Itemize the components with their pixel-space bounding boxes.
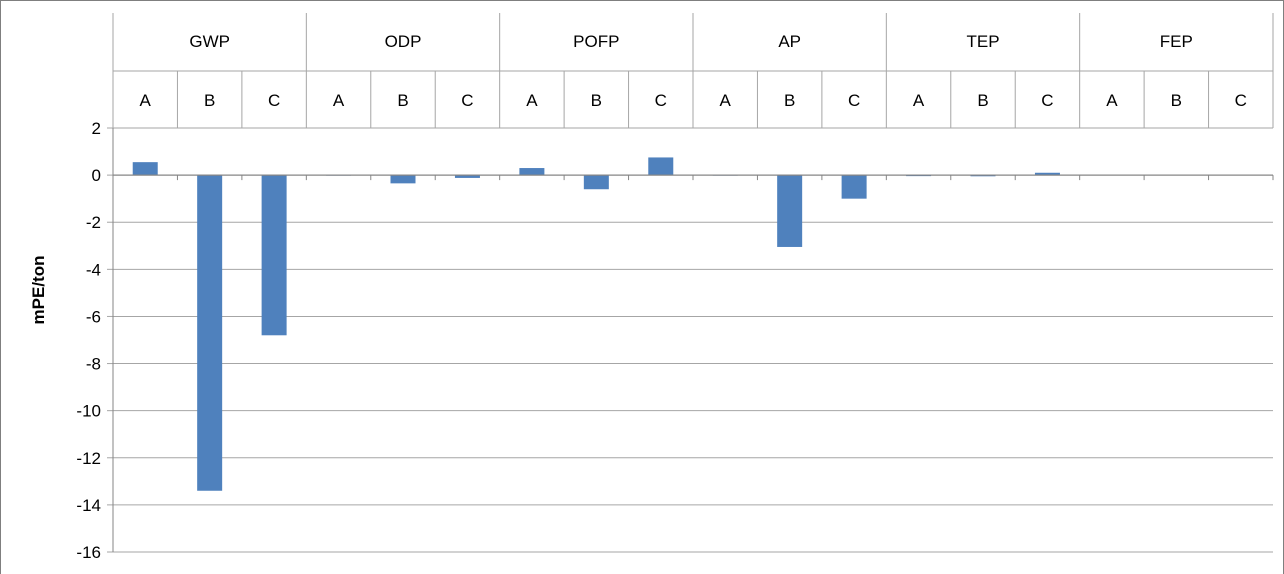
y-tick-label: -2 xyxy=(86,213,101,232)
bar xyxy=(777,175,803,247)
y-tick-label: -14 xyxy=(76,496,101,515)
y-tick-label: 0 xyxy=(92,166,101,185)
y-tick-label: 2 xyxy=(92,119,101,138)
bars xyxy=(132,157,1060,491)
y-axis-title: mPE/ton xyxy=(29,256,48,325)
bar xyxy=(197,175,223,491)
y-tick-label: -10 xyxy=(76,402,101,421)
subcategory-label: B xyxy=(397,91,408,110)
subcategory-label: C xyxy=(655,91,667,110)
bar xyxy=(261,175,287,336)
subcategory-label: A xyxy=(333,91,345,110)
gridlines xyxy=(113,127,1273,553)
y-tick-label: -8 xyxy=(86,355,101,374)
bar xyxy=(1034,172,1060,176)
bar xyxy=(454,175,480,178)
y-tick-label: -16 xyxy=(76,543,101,562)
subcategory-label: C xyxy=(461,91,473,110)
y-tick-label: -6 xyxy=(86,307,101,326)
subcategory-label: C xyxy=(1235,91,1247,110)
bar xyxy=(841,175,867,199)
group-label: ODP xyxy=(385,32,422,51)
subcategory-label: C xyxy=(848,91,860,110)
bar xyxy=(648,157,674,176)
subcategory-label: B xyxy=(784,91,795,110)
group-label: GWP xyxy=(189,32,230,51)
subcategory-label: A xyxy=(1106,91,1118,110)
subcategory-label: B xyxy=(591,91,602,110)
axes xyxy=(107,127,1274,553)
group-label: TEP xyxy=(966,32,999,51)
subcategory-label: A xyxy=(913,91,925,110)
bar xyxy=(390,175,416,184)
y-tick-label: -4 xyxy=(86,260,101,279)
subcategory-label: A xyxy=(720,91,732,110)
y-tick-labels: 2 0 -2 -4 -6 -8 -10 -12 -14 -16 xyxy=(76,119,101,562)
bar xyxy=(519,168,545,176)
subcategory-label: B xyxy=(1171,91,1182,110)
y-tick-label: -12 xyxy=(76,449,101,468)
bar xyxy=(132,162,158,176)
subcategory-label: B xyxy=(204,91,215,110)
subcategory-label: C xyxy=(1041,91,1053,110)
subcategory-label: C xyxy=(268,91,280,110)
subcategory-label: A xyxy=(140,91,152,110)
subcategory-label: B xyxy=(977,91,988,110)
group-label: AP xyxy=(778,32,801,51)
group-label: POFP xyxy=(573,32,619,51)
bar xyxy=(583,175,609,190)
category-header: GWP ODP POFP AP TEP FEP A B C A B C A B C A B C A B C A B C xyxy=(112,13,1274,128)
group-label: FEP xyxy=(1160,32,1193,51)
subcategory-label: A xyxy=(526,91,538,110)
